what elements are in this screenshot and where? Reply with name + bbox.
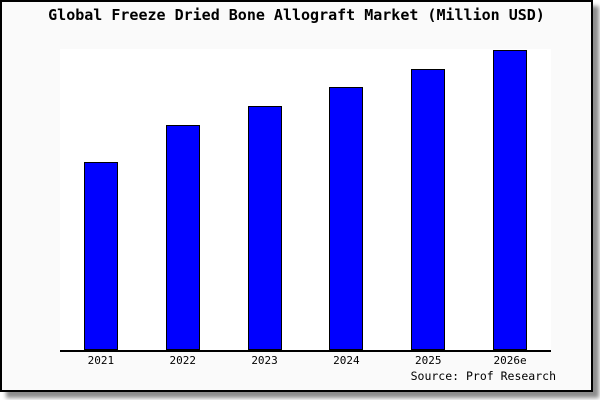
x-axis-labels: 2021 2022 2023 2024 2025 2026e bbox=[60, 354, 551, 368]
x-axis-label-2025: 2025 bbox=[414, 354, 442, 367]
x-axis-label-2021: 2021 bbox=[87, 354, 115, 367]
bar-2022 bbox=[165, 125, 200, 350]
x-axis-label-2022: 2022 bbox=[169, 354, 196, 367]
bar-2023 bbox=[247, 106, 282, 350]
chart-title: Global Freeze Dried Bone Allograft Marke… bbox=[48, 6, 545, 24]
x-axis-label-2024: 2024 bbox=[333, 354, 360, 367]
bar-2026e bbox=[493, 50, 528, 350]
bar-2024 bbox=[329, 86, 364, 350]
bar-2025 bbox=[411, 68, 446, 350]
chart-panel: Global Freeze Dried Bone Allograft Marke… bbox=[0, 0, 593, 392]
plot-area bbox=[60, 49, 551, 352]
source-credit: Source: Prof Research bbox=[410, 369, 556, 383]
bar-2021 bbox=[83, 161, 118, 350]
x-axis-label-2026e: 2026e bbox=[493, 354, 527, 367]
x-axis-label-2023: 2023 bbox=[251, 354, 278, 367]
